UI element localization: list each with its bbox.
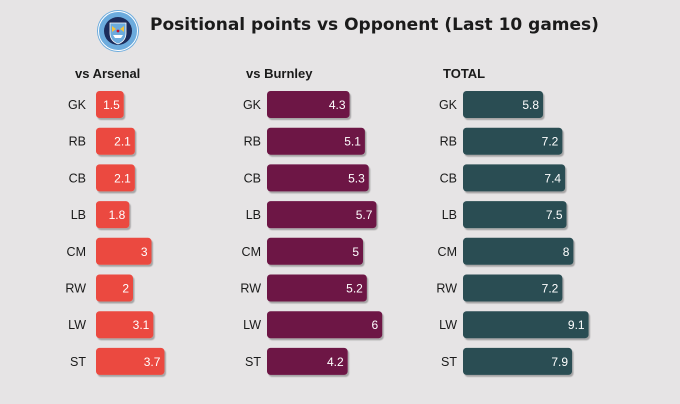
value-label-lw: 9.1 bbox=[568, 318, 585, 332]
bar-rw bbox=[463, 274, 563, 302]
value-label-rw: 7.2 bbox=[542, 282, 559, 296]
value-label-cm: 8 bbox=[563, 245, 570, 259]
category-label-cm: CM bbox=[438, 245, 457, 259]
bar-cb bbox=[96, 164, 135, 192]
category-label-cm: CM bbox=[242, 245, 261, 259]
chart-subtitle: TOTAL bbox=[443, 66, 485, 81]
bar-cb bbox=[463, 164, 566, 192]
value-label-lb: 7.5 bbox=[546, 208, 563, 222]
bar-rw bbox=[267, 274, 367, 302]
chart-vs-arsenal: vs Arsenal GK 1.5 RB 2.1 CB 2.1 LB 1.8 CM 3 RW 2 LW 3.… bbox=[65, 66, 165, 375]
bar-lw bbox=[267, 311, 383, 339]
category-label-st: ST bbox=[245, 355, 261, 369]
category-label-gk: GK bbox=[68, 98, 87, 112]
category-label-rb: RB bbox=[244, 135, 261, 149]
value-label-lw: 3.1 bbox=[133, 318, 150, 332]
value-label-cb: 7.4 bbox=[544, 171, 561, 185]
bar-lb bbox=[463, 201, 567, 229]
category-label-gk: GK bbox=[439, 98, 458, 112]
bar-lb bbox=[96, 201, 130, 229]
bar-rb bbox=[267, 127, 365, 155]
bar-cm bbox=[267, 237, 363, 265]
value-label-rb: 7.2 bbox=[542, 135, 559, 149]
category-label-rw: RW bbox=[240, 282, 261, 296]
chart-title: Positional points vs Opponent (Last 10 g… bbox=[150, 15, 599, 35]
category-label-gk: GK bbox=[243, 98, 262, 112]
value-label-cm: 3 bbox=[141, 245, 148, 259]
category-label-rw: RW bbox=[65, 282, 86, 296]
bar-lb bbox=[267, 201, 377, 229]
value-label-gk: 4.3 bbox=[329, 98, 346, 112]
category-label-lb: LB bbox=[246, 208, 261, 222]
category-label-cb: CB bbox=[69, 171, 86, 185]
bar-gk bbox=[96, 91, 124, 118]
value-label-st: 4.2 bbox=[327, 355, 344, 369]
value-label-st: 7.9 bbox=[551, 355, 568, 369]
bar-lw bbox=[96, 311, 154, 339]
bar-cm bbox=[96, 237, 152, 265]
bar-rb bbox=[96, 127, 135, 155]
category-label-cm: CM bbox=[67, 245, 86, 259]
chart-vs-burnley: vs Burnley GK 4.3 RB 5.1 CB 5.3 LB 5.7 CM 5 RW 5.2 LW… bbox=[240, 66, 383, 375]
club-badge-icon bbox=[97, 10, 139, 52]
category-label-lb: LB bbox=[71, 208, 86, 222]
value-label-lb: 1.8 bbox=[109, 208, 126, 222]
value-label-gk: 5.8 bbox=[522, 98, 539, 112]
value-label-st: 3.7 bbox=[144, 355, 161, 369]
category-label-cb: CB bbox=[440, 171, 457, 185]
value-label-rw: 2 bbox=[122, 282, 129, 296]
bar-gk bbox=[267, 91, 350, 118]
chart-total: TOTAL GK 5.8 RB 7.2 CB 7.4 LB 7.5 CM 8 RW 7.2 LW 9.1 ST… bbox=[436, 66, 589, 375]
category-label-st: ST bbox=[70, 355, 86, 369]
value-label-rb: 5.1 bbox=[344, 135, 361, 149]
category-label-st: ST bbox=[441, 355, 457, 369]
category-label-lb: LB bbox=[442, 208, 457, 222]
chart-subtitle: vs Burnley bbox=[246, 66, 313, 81]
bar-st bbox=[96, 347, 165, 375]
bar-st bbox=[463, 347, 573, 375]
bar-gk bbox=[463, 91, 544, 118]
category-label-lw: LW bbox=[439, 318, 457, 332]
bar-lw bbox=[463, 311, 589, 339]
bar-cm bbox=[463, 237, 574, 265]
category-label-rw: RW bbox=[436, 282, 457, 296]
value-label-gk: 1.5 bbox=[103, 98, 120, 112]
bar-rb bbox=[463, 127, 563, 155]
value-label-cm: 5 bbox=[352, 245, 359, 259]
value-label-rw: 5.2 bbox=[346, 282, 363, 296]
value-label-cb: 5.3 bbox=[348, 171, 365, 185]
category-label-rb: RB bbox=[69, 135, 86, 149]
category-label-rb: RB bbox=[440, 135, 457, 149]
chart-subtitle: vs Arsenal bbox=[75, 66, 140, 81]
value-label-lb: 5.7 bbox=[356, 208, 373, 222]
category-label-lw: LW bbox=[243, 318, 261, 332]
value-label-lw: 6 bbox=[372, 318, 379, 332]
bar-cb bbox=[267, 164, 369, 192]
value-label-rb: 2.1 bbox=[114, 135, 131, 149]
category-label-cb: CB bbox=[244, 171, 261, 185]
category-label-lw: LW bbox=[68, 318, 86, 332]
bar-rw bbox=[96, 274, 133, 302]
value-label-cb: 2.1 bbox=[114, 171, 131, 185]
bar-st bbox=[267, 347, 348, 375]
